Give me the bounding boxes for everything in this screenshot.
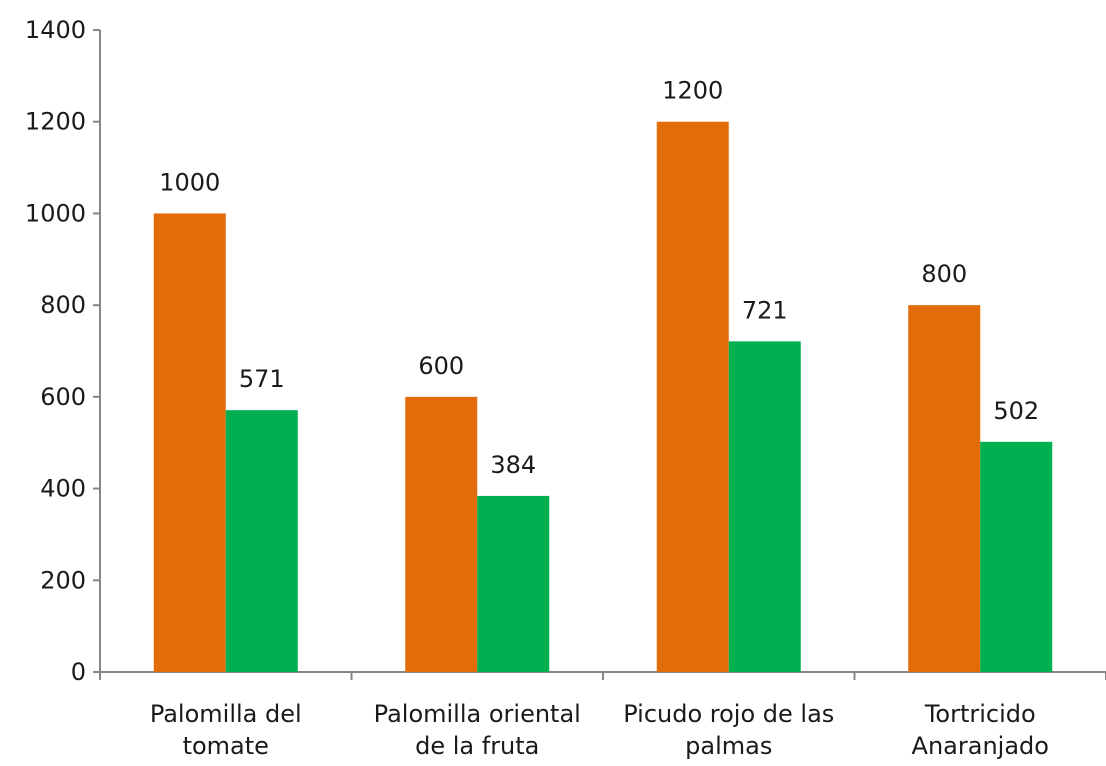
x-category-label-line: Picudo rojo de las: [623, 700, 834, 728]
data-label: 721: [742, 296, 788, 324]
data-label: 600: [418, 352, 464, 380]
y-tick-label: 0: [71, 658, 86, 686]
y-tick-label: 1200: [25, 108, 86, 136]
y-tick-label: 200: [40, 566, 86, 594]
y-axis: 0 200 400 600 800 1000 1200 1400: [25, 16, 101, 686]
x-axis: Palomilla del tomate Palomilla oriental de …: [99, 671, 1106, 760]
x-category-label-line: Palomilla oriental: [374, 700, 581, 728]
y-tick-label: 600: [40, 383, 86, 411]
bars: [153, 121, 1053, 672]
bar-series-1: [153, 213, 226, 672]
y-tick-label: 400: [40, 475, 86, 503]
bar-series-2: [728, 341, 801, 672]
y-tick-label: 1400: [25, 16, 86, 44]
x-category-label-line: palmas: [685, 732, 772, 760]
data-label: 1000: [159, 168, 220, 196]
x-category-label: Tortricido Anaranjado: [912, 700, 1049, 760]
data-label: 1200: [662, 77, 723, 105]
data-label: 502: [993, 397, 1039, 425]
data-label: 384: [490, 451, 536, 479]
bar-series-1: [405, 396, 478, 672]
bar-series-1: [908, 305, 981, 672]
x-category-label-line: Palomilla del: [150, 700, 302, 728]
x-category-label-line: tomate: [183, 732, 269, 760]
bar-series-1: [656, 121, 729, 672]
data-label: 800: [921, 260, 967, 288]
y-tick-label: 800: [40, 291, 86, 319]
x-category-label-line: Anaranjado: [912, 732, 1049, 760]
bar-series-2: [225, 410, 298, 672]
bar-series-2: [477, 495, 550, 672]
bar-series-2: [980, 441, 1053, 672]
x-category-label-line: de la fruta: [415, 732, 539, 760]
x-category-label-line: Tortricido: [924, 700, 1036, 728]
x-category-label: Picudo rojo de las palmas: [623, 700, 834, 760]
x-category-label: Palomilla oriental de la fruta: [374, 700, 581, 760]
x-category-label: Palomilla del tomate: [150, 700, 302, 760]
data-label: 571: [239, 365, 285, 393]
y-tick-label: 1000: [25, 199, 86, 227]
data-labels: 1000 571 600 384 1200 721 800 502: [159, 77, 1039, 479]
